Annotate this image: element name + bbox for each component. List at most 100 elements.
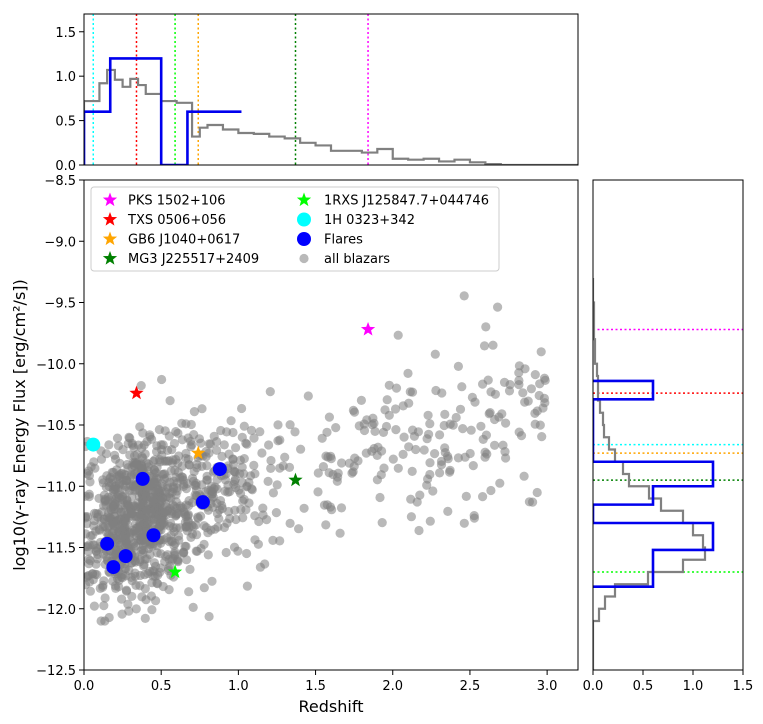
blazar-point: [356, 395, 366, 405]
blazar-point: [169, 540, 179, 551]
top-ytick-label: 1.5: [55, 26, 76, 41]
blazar-point: [173, 458, 183, 468]
blazar-point: [112, 465, 122, 475]
blazar-point: [411, 444, 421, 455]
blazar-point: [187, 529, 198, 539]
blazar-point: [124, 565, 134, 576]
blazar-point: [84, 513, 91, 523]
legend-entry-flares: Flares: [297, 232, 363, 248]
blazar-point: [135, 422, 145, 432]
blazar-point: [203, 550, 213, 560]
blazar-point: [197, 461, 207, 471]
legend-symbol: [297, 212, 311, 227]
blazar-point: [390, 404, 401, 414]
blazar-point: [112, 433, 123, 443]
blazar-point: [280, 452, 290, 462]
blazar-point: [108, 576, 118, 586]
blazar-point: [347, 468, 357, 478]
blazar-point: [110, 499, 120, 509]
blazar-point: [260, 559, 270, 569]
blazar-point: [359, 419, 369, 429]
blazar-point: [84, 469, 92, 479]
top-histogram: 0.0 0.5 1.0 1.5: [55, 13, 579, 174]
blazar-point: [109, 484, 119, 495]
blazar-point: [148, 566, 158, 576]
blazar-point: [272, 480, 282, 490]
blazar-point: [157, 469, 167, 479]
blazar-point: [247, 484, 257, 494]
blazar-point: [478, 492, 488, 502]
blazar-point: [185, 564, 195, 575]
scatter-panel: 0.0 0.5 1.0 1.5 2.0 2.5 3.0 −12.5 −12.0 −11.5 −11…: [10, 174, 579, 716]
blazar-point: [85, 577, 95, 587]
blazar-point: [331, 423, 341, 433]
legend-entry-mg3-j225517-2409: MG3 J225517+2409: [102, 251, 259, 267]
marker-mg3-j225517-2409: [288, 472, 303, 487]
blazar-point: [238, 513, 248, 523]
blazar-point: [123, 463, 133, 473]
blazar-point: [384, 380, 394, 390]
blazar-point: [326, 454, 336, 464]
blazar-point: [180, 509, 190, 520]
blazar-point: [537, 432, 547, 442]
blazar-point: [514, 375, 524, 386]
blazar-point: [131, 459, 141, 469]
ytick-label: −9.5: [44, 297, 76, 312]
blazar-point: [419, 445, 429, 455]
blazar-point: [191, 520, 201, 530]
legend-label: MG3 J225517+2409: [128, 252, 259, 267]
marker-1h-0323-342: [86, 437, 101, 452]
blazar-point: [192, 546, 202, 556]
blazar-point: [131, 604, 141, 614]
legend-box: [90, 186, 500, 272]
ytick-label: −10.0: [36, 358, 76, 373]
right-hist-all-blazars: [593, 278, 707, 670]
blazar-point: [207, 576, 217, 586]
blazar-point: [239, 421, 249, 431]
blazar-point: [197, 404, 207, 414]
blazar-point: [497, 409, 507, 419]
blazar-point: [147, 434, 157, 444]
blazar-point: [466, 425, 476, 435]
blazar-point: [186, 419, 196, 430]
blazar-point: [250, 535, 260, 545]
blazar-point: [406, 512, 416, 522]
blazar-point: [210, 524, 220, 534]
blazar-point: [135, 510, 145, 520]
blazar-point: [481, 322, 491, 332]
flare-point: [118, 549, 133, 564]
blazar-point: [224, 506, 234, 517]
blazar-point: [84, 489, 94, 499]
blazar-point: [99, 576, 109, 586]
blazar-point: [372, 475, 382, 485]
blazar-point: [290, 427, 300, 437]
blazar-point: [226, 416, 236, 426]
blazar-point: [223, 487, 233, 497]
blazar-point: [486, 387, 496, 397]
blazar-point: [119, 532, 129, 542]
marker-txs-0506-056: [129, 385, 144, 400]
blazar-point: [407, 466, 417, 476]
blazar-point: [141, 491, 151, 502]
blazar-point: [414, 525, 424, 536]
blazar-point: [324, 412, 334, 422]
blazar-point: [518, 388, 528, 398]
xtick-label: 1.0: [228, 679, 249, 694]
blazar-point: [321, 520, 331, 530]
blazar-point: [140, 613, 150, 624]
xtick-label: 3.0: [537, 679, 558, 694]
blazar-point: [461, 491, 471, 501]
xtick-label: 2.0: [382, 679, 403, 694]
blazar-point: [254, 516, 264, 527]
blazar-point: [110, 454, 121, 464]
blazar-point: [478, 379, 488, 389]
blazar-point: [173, 428, 183, 438]
blazar-point: [101, 482, 111, 492]
blazar-point: [539, 393, 550, 403]
blazar-point: [459, 518, 469, 528]
blazar-point: [536, 347, 546, 357]
blazar-point: [458, 424, 468, 434]
legend-label: PKS 1502+106: [128, 194, 226, 209]
flare-point: [212, 462, 227, 477]
blazar-point: [380, 405, 390, 415]
